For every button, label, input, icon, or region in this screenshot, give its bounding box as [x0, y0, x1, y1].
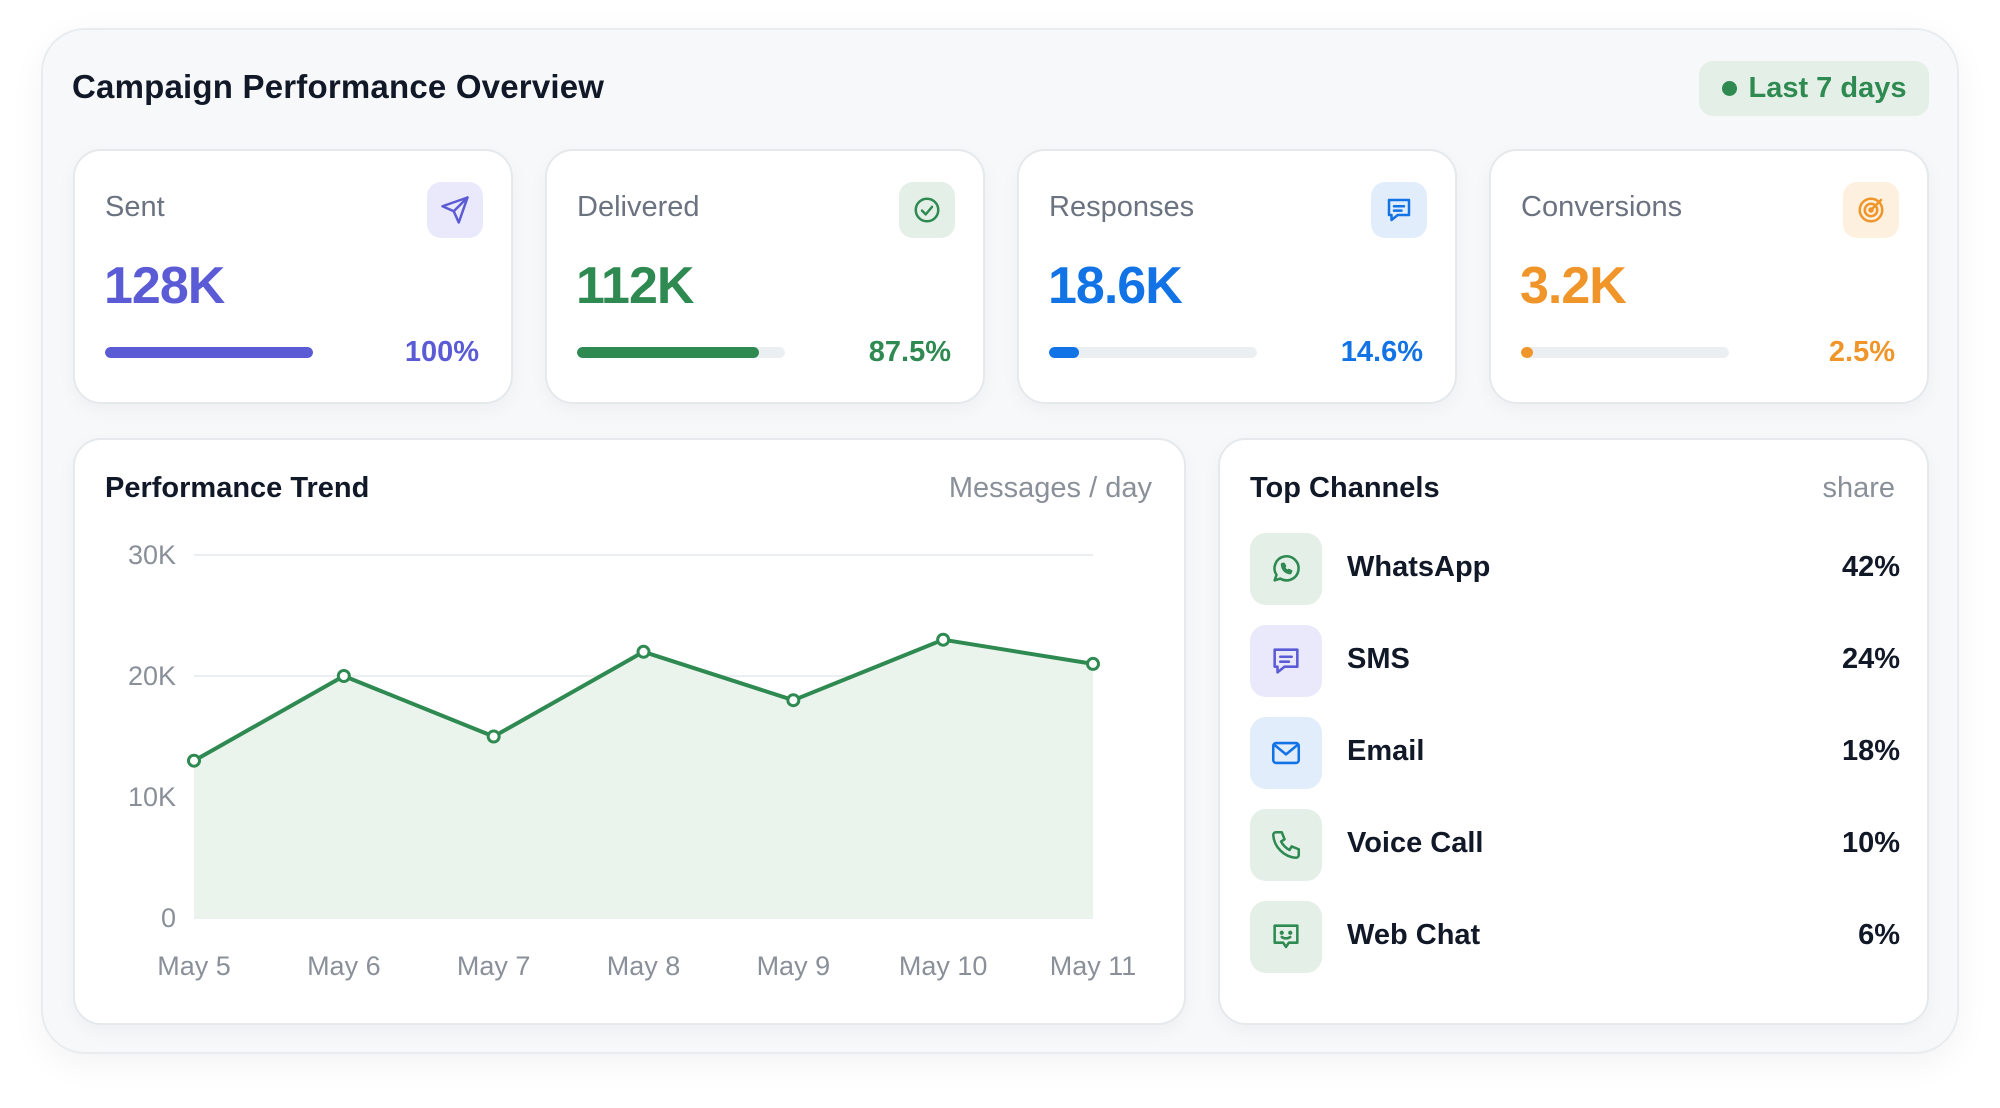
date-range-badge[interactable]: Last 7 days: [1699, 61, 1929, 116]
data-point[interactable]: [486, 729, 501, 744]
top-channels-card: Top Channels share WhatsApp 42% SMS 24% …: [1218, 438, 1929, 1025]
kpi-progress-fill: [1049, 347, 1080, 358]
channel-share: 6%: [1858, 919, 1900, 951]
channel-share: 10%: [1841, 827, 1900, 859]
send-icon: [427, 182, 483, 238]
kpi-card-responses[interactable]: Responses 18.6K 14.6%: [1017, 149, 1457, 404]
trend-area: [194, 639, 1093, 918]
email-icon: [1250, 717, 1322, 789]
kpi-card-delivered[interactable]: Delivered 112K 87.5%: [545, 149, 985, 404]
channel-share: 18%: [1841, 735, 1900, 767]
kpi-label: Sent: [105, 191, 165, 223]
performance-trend-card: Performance Trend Messages / day 0 10K 20K…: [73, 438, 1186, 1025]
data-point[interactable]: [786, 693, 801, 708]
y-tick-label: 0: [161, 903, 176, 933]
channel-row-voice-call[interactable]: Voice Call 10%: [1250, 809, 1900, 881]
x-tick-label: May 9: [757, 951, 831, 981]
y-tick-label: 20K: [128, 661, 176, 691]
channel-name: WhatsApp: [1347, 551, 1491, 583]
kpi-percent: 87.5%: [868, 336, 951, 368]
channel-row-sms[interactable]: SMS 24%: [1250, 625, 1900, 697]
channel-name: Web Chat: [1347, 919, 1481, 951]
channel-name: SMS: [1347, 643, 1410, 675]
kpi-value: 3.2K: [1520, 257, 1627, 315]
channel-share: 42%: [1841, 551, 1900, 583]
channel-share: 24%: [1841, 643, 1900, 675]
kpi-percent: 2.5%: [1828, 336, 1895, 368]
x-tick-label: May 6: [307, 951, 381, 981]
y-tick-label: 10K: [128, 782, 176, 812]
channel-row-web-chat[interactable]: Web Chat 6%: [1250, 901, 1900, 973]
data-point[interactable]: [187, 753, 201, 768]
y-tick-label: 30K: [128, 540, 176, 570]
trend-chart: 0 10K 20K 30K May 5 May 6 May 7 May 8 May 9 May …: [128, 540, 1137, 981]
x-tick-label: May 10: [899, 951, 988, 981]
check-circle-icon: [899, 182, 955, 238]
kpi-progress-fill: [1521, 347, 1533, 358]
kpi-label: Delivered: [577, 191, 700, 223]
channel-name: Voice Call: [1347, 827, 1484, 859]
kpi-progress-track: [1521, 347, 1729, 358]
kpi-progress-track: [577, 347, 785, 358]
x-tick-label: May 11: [1050, 951, 1137, 981]
kpi-card-conversions[interactable]: Conversions 3.2K 2.5%: [1489, 149, 1929, 404]
kpi-percent: 14.6%: [1340, 336, 1423, 368]
channel-row-email[interactable]: Email 18%: [1250, 717, 1900, 789]
kpi-value: 18.6K: [1048, 257, 1183, 315]
channels-title: Top Channels: [1250, 472, 1440, 504]
whatsapp-icon: [1250, 533, 1322, 605]
kpi-progress-fill: [577, 347, 759, 358]
message-icon: [1371, 182, 1427, 238]
kpi-progress-track: [1049, 347, 1257, 358]
x-tick-label: May 8: [607, 951, 681, 981]
sms-icon: [1250, 625, 1322, 697]
kpi-label: Responses: [1049, 191, 1195, 223]
channels-share-label: share: [1822, 472, 1895, 504]
channel-name: Email: [1347, 735, 1425, 767]
date-range-label: Last 7 days: [1748, 72, 1907, 104]
trend-title: Performance Trend: [105, 472, 370, 504]
kpi-value: 112K: [576, 257, 694, 315]
phone-icon: [1250, 809, 1322, 881]
data-point[interactable]: [636, 644, 651, 659]
page-title: Campaign Performance Overview: [72, 68, 605, 105]
target-icon: [1843, 182, 1899, 238]
status-dot: [1721, 81, 1737, 96]
kpi-label: Conversions: [1521, 191, 1683, 223]
data-point[interactable]: [336, 669, 351, 683]
x-tick-label: May 7: [457, 951, 531, 981]
x-tick-label: May 5: [157, 951, 231, 981]
data-point[interactable]: [1086, 656, 1100, 671]
channel-row-whatsapp[interactable]: WhatsApp 42%: [1250, 533, 1900, 605]
kpi-progress-track: [105, 347, 313, 358]
kpi-card-sent[interactable]: Sent 128K 100%: [73, 149, 513, 404]
data-point[interactable]: [936, 632, 951, 647]
trend-unit-label: Messages / day: [948, 472, 1152, 504]
kpi-value: 128K: [104, 257, 225, 315]
kpi-percent: 100%: [404, 336, 479, 368]
web-chat-icon: [1250, 901, 1322, 973]
kpi-progress-fill: [105, 347, 313, 358]
